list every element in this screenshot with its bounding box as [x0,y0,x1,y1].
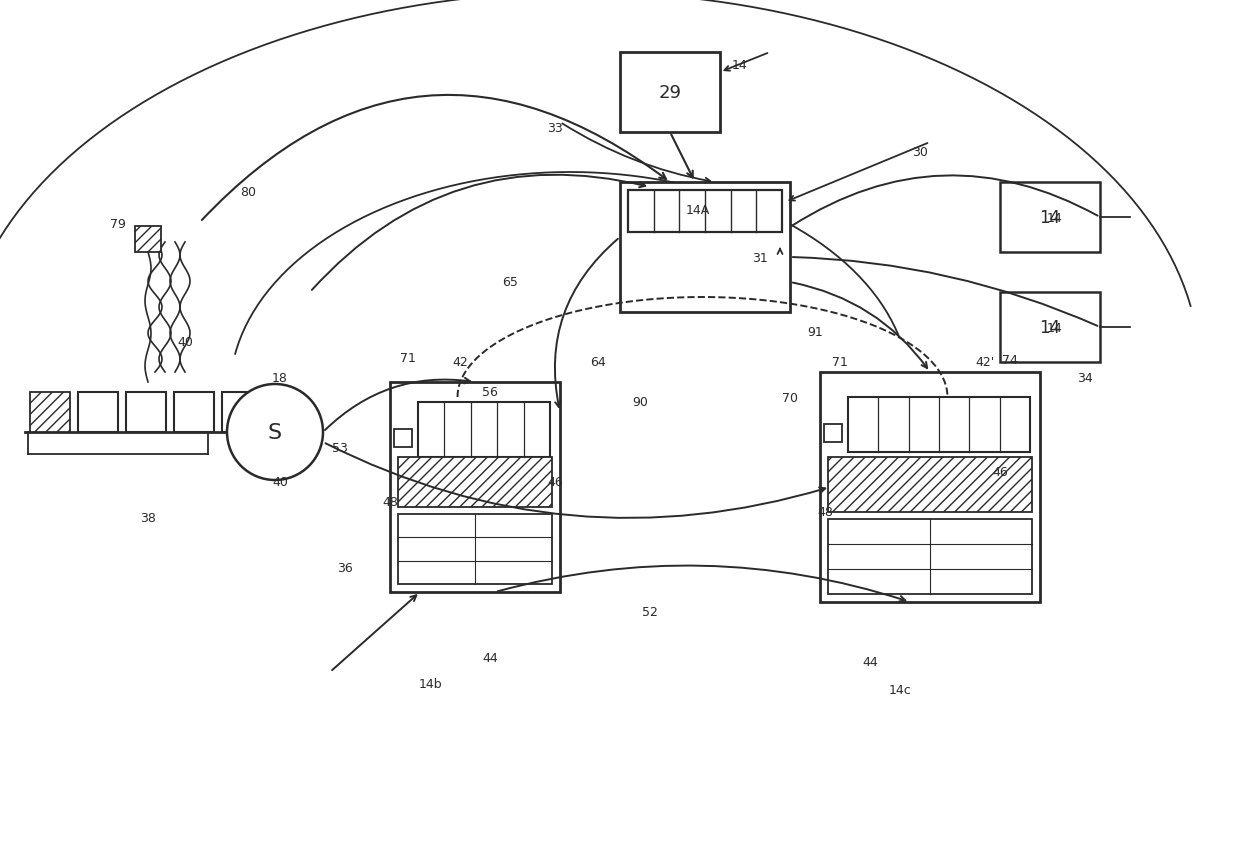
Bar [135,227,161,253]
Bar [620,53,720,133]
Text: 29: 29 [658,83,682,102]
Text: 42: 42 [453,356,467,369]
Circle shape [227,384,322,481]
Text: 70: 70 [782,391,799,404]
Bar [828,458,1032,512]
Bar [828,520,1032,595]
Bar [394,429,412,447]
Text: 18: 18 [272,371,288,384]
Text: 64: 64 [590,356,606,369]
Text: 46: 46 [547,476,563,489]
Text: 14: 14 [1047,211,1063,224]
Text: 80: 80 [241,187,255,199]
Text: 14A: 14A [686,204,711,217]
Text: 46: 46 [992,466,1008,479]
Text: 91: 91 [807,326,823,339]
Text: 31: 31 [753,251,768,264]
Text: 30: 30 [913,147,928,159]
Bar [78,393,118,433]
Bar [848,398,1030,452]
Text: 79: 79 [110,218,126,231]
Bar [174,393,215,433]
Text: 56: 56 [482,386,498,399]
Bar [222,393,262,433]
Text: 33: 33 [547,121,563,135]
Text: 40: 40 [272,476,288,489]
Text: 42': 42' [976,356,994,369]
Text: 14: 14 [732,59,748,72]
Bar [999,183,1100,253]
Text: 14c: 14c [889,683,911,697]
Text: 14: 14 [1039,319,1060,337]
Bar [999,292,1100,363]
Text: 52: 52 [642,606,658,619]
Text: 90: 90 [632,396,649,409]
Bar [398,458,552,508]
Text: 14: 14 [1047,321,1063,334]
Text: 14b: 14b [418,677,441,691]
Bar [820,372,1040,602]
Text: 53: 53 [332,441,348,454]
Bar [418,402,551,458]
Text: 65: 65 [502,276,518,289]
Bar [627,191,782,233]
Text: 44: 44 [482,651,498,664]
Text: 40: 40 [177,336,193,349]
Text: 36: 36 [337,561,353,574]
Bar [126,393,166,433]
Bar [398,515,552,584]
Bar [391,383,560,592]
Text: 34: 34 [1078,371,1092,384]
Text: 48: 48 [382,496,398,509]
Text: 71: 71 [832,356,848,369]
Text: 48: 48 [817,506,833,519]
Text: 71: 71 [401,351,415,364]
Bar [825,424,842,442]
Text: 14: 14 [1039,209,1060,227]
Bar [30,393,69,433]
Bar [620,183,790,313]
Text: 38: 38 [140,511,156,524]
Text: S: S [268,423,281,442]
Text: 74: 74 [1002,354,1018,367]
Text: 44: 44 [862,656,878,669]
